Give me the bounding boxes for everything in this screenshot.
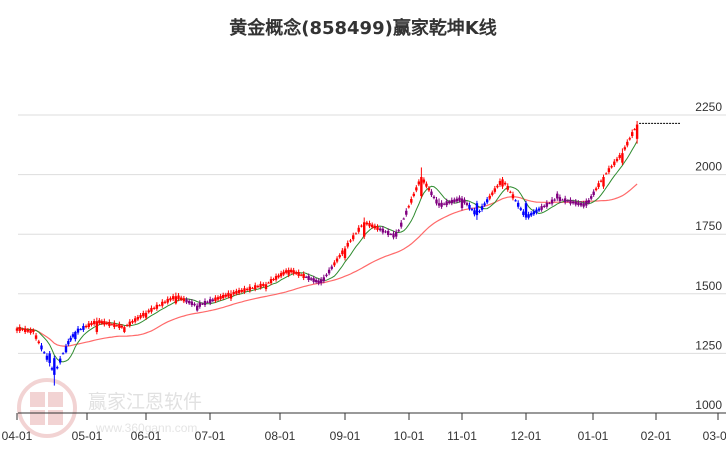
y-tick-label: 1000 [695,398,722,412]
x-axis: 04-01 05-01 06-01 07-01 08-01 09-01 10-01 11-01… [2,412,726,443]
candles [15,120,639,386]
y-tick-label: 1750 [695,219,722,233]
x-tick-label: 07-01 [195,429,226,443]
y-tick-label: 2250 [695,100,722,114]
x-tick-label: 11-01 [447,429,477,443]
watermark-logo-icon [17,378,77,438]
x-tick-label: 06-01 [131,429,162,443]
watermark: 赢家江恩软件 www.360gann.com [17,378,202,438]
x-tick-label: 12-01 [511,429,542,443]
x-tick-label: 08-01 [265,429,296,443]
chart-title: 黄金概念(858499)赢家乾坤K线 [229,18,497,39]
watermark-url: www.360gann.com [95,421,197,435]
x-tick-label: 04-01 [2,429,33,443]
x-tick-label: 03-01 [703,429,726,443]
ma-long-line [16,183,638,347]
y-axis-labels: 1000 1250 1500 1750 2000 2250 [695,100,722,412]
x-tick-label: 09-01 [330,429,361,443]
y-tick-label: 1250 [695,338,722,352]
x-tick-label: 10-01 [394,429,425,443]
y-tick-label: 2000 [695,160,722,174]
x-tick-label: 01-01 [578,429,609,443]
x-tick-label: 05-01 [72,429,103,443]
x-tick-label: 02-01 [641,429,672,443]
grid-lines [18,114,726,354]
watermark-name: 赢家江恩软件 [88,391,202,413]
y-tick-label: 1500 [695,279,722,293]
